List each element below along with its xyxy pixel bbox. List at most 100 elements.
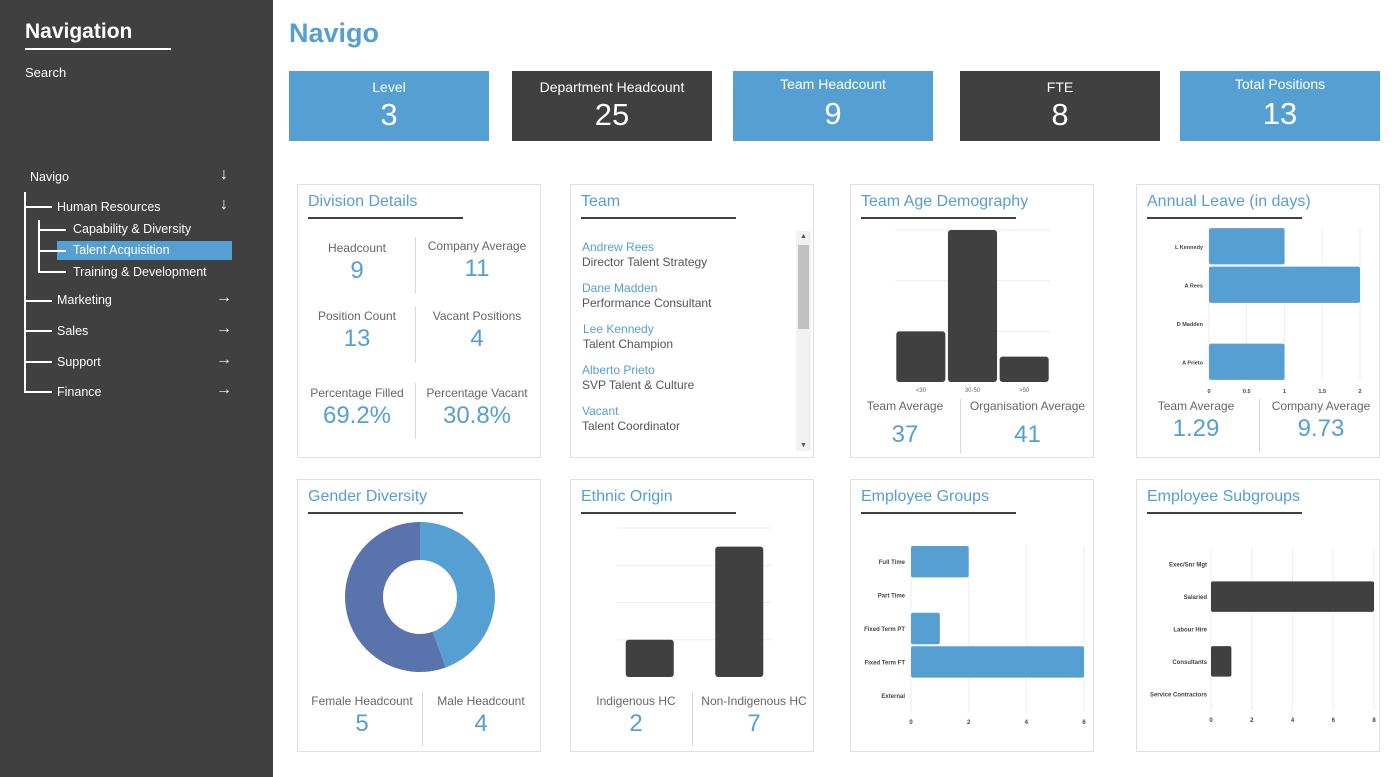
- tree-item-human-resources[interactable]: Human Resources: [57, 200, 161, 214]
- arrow-right-icon[interactable]: →: [216, 381, 232, 398]
- divider: [422, 692, 423, 746]
- tree-line: [38, 220, 40, 272]
- employee-groups-card: Employee Groups 0 2 4 6 Full Time Part Time Fi…: [850, 479, 1094, 752]
- nav-title-underline: [25, 48, 171, 50]
- stat-vacant-positions: Vacant Positions 4: [418, 309, 536, 353]
- kpi-level: Level 3: [289, 71, 489, 141]
- bar: [911, 646, 1084, 678]
- scrollbar[interactable]: ▲ ▼: [796, 231, 811, 451]
- category-label: L Kennedy: [1175, 245, 1204, 251]
- member-name[interactable]: Dane Madden: [582, 281, 658, 295]
- stat-non-indigenous-hc: Non-Indigenous HC 7: [693, 694, 815, 738]
- member-name[interactable]: Andrew Rees: [582, 240, 655, 254]
- stat-label: Organisation Average: [969, 399, 1086, 413]
- stat-company-average: Company Average 9.73: [1262, 399, 1380, 443]
- annual-leave-card: Annual Leave (in days) 0 0.5 1 1.5 2 L Kenned…: [1136, 184, 1380, 458]
- tree-line: [24, 391, 52, 393]
- bar: [947, 230, 998, 382]
- expanded-arrow-icon[interactable]: ↓: [220, 166, 228, 183]
- division-details-card: Division Details Headcount 9 Company Ave…: [297, 184, 541, 458]
- tick-label: 8: [1372, 718, 1376, 724]
- category-label: Salaried: [1184, 595, 1208, 601]
- member-role: Director Talent Strategy: [582, 255, 708, 269]
- tree-item-sales[interactable]: Sales: [57, 324, 89, 338]
- stat-label: Company Average: [1271, 399, 1371, 413]
- title-underline: [1147, 217, 1302, 219]
- tree-line: [24, 300, 52, 302]
- member-name[interactable]: Alberto Prieto: [582, 363, 655, 377]
- card-title: Team: [581, 193, 621, 210]
- list-item: Dane Madden Performance Consultant: [582, 281, 792, 310]
- divider: [692, 692, 693, 746]
- stat-label: Female Headcount: [311, 694, 413, 708]
- tree-item-navigo[interactable]: Navigo: [30, 170, 69, 184]
- scrollbar-thumb[interactable]: [798, 245, 809, 329]
- tree-item-support[interactable]: Support: [57, 355, 101, 369]
- card-title: Division Details: [308, 193, 418, 210]
- stat-position-count: Position Count 13: [298, 309, 416, 353]
- stat-label: Headcount: [327, 241, 387, 255]
- tree-item-marketing[interactable]: Marketing: [57, 293, 112, 307]
- tick-label: <30: [916, 388, 927, 394]
- category-label: Fixed Term FT: [864, 660, 905, 666]
- tick-label: 4: [1025, 720, 1029, 726]
- arrow-right-icon[interactable]: →: [216, 320, 232, 337]
- bar: [1211, 581, 1374, 612]
- donut-slice-male: [420, 522, 495, 668]
- tree-item-talent-acquisition[interactable]: Talent Acquisition: [73, 243, 170, 257]
- member-name[interactable]: Lee Kennedy: [583, 322, 654, 336]
- search-link[interactable]: Search: [25, 65, 67, 80]
- kpi-total-positions: Total Positions 13: [1180, 71, 1380, 141]
- stat-value: 9: [350, 257, 364, 284]
- bar: [911, 612, 940, 645]
- stat-organisation-average: Organisation Average 41: [966, 399, 1089, 449]
- tick-label: 2: [1250, 718, 1254, 724]
- stat-value: 11: [464, 255, 490, 282]
- gender-donut-chart: [345, 522, 495, 672]
- member-role: Performance Consultant: [582, 296, 712, 310]
- tick-label: 0.5: [1243, 389, 1251, 395]
- stat-team-average: Team Average 37: [846, 399, 964, 449]
- sidebar: Navigation Search Navigo ↓ Human Resourc…: [0, 0, 273, 777]
- arrow-right-icon[interactable]: →: [216, 351, 232, 368]
- tick-label: >50: [1019, 388, 1030, 394]
- expanded-arrow-icon[interactable]: ↓: [220, 196, 228, 213]
- tree-item-capability-diversity[interactable]: Capability & Diversity: [73, 222, 192, 236]
- category-label: Part Time: [878, 594, 906, 600]
- member-name[interactable]: Vacant: [582, 404, 619, 418]
- kpi-value: 3: [380, 97, 398, 132]
- team-list: Andrew Rees Director Talent Strategy Dan…: [582, 240, 792, 445]
- stat-value: 4: [474, 710, 488, 737]
- member-role: SVP Talent & Culture: [582, 378, 695, 392]
- arrow-right-icon[interactable]: →: [216, 289, 232, 306]
- kpi-label: FTE: [1046, 79, 1074, 95]
- stat-label: Team Average: [866, 399, 944, 413]
- bar: [1209, 343, 1285, 380]
- card-title: Employee Subgroups: [1147, 488, 1300, 505]
- list-item: Lee Kennedy Talent Champion: [582, 322, 792, 351]
- annual-leave-chart: 0 0.5 1 1.5 2 L Kennedy A Rees D Madden A Prieto: [1175, 227, 1362, 395]
- divider: [1259, 399, 1260, 453]
- kpi-value: 25: [594, 97, 630, 132]
- tree-line: [24, 192, 26, 393]
- kpi-label: Total Positions: [1234, 76, 1326, 92]
- tick-label: 6: [1332, 718, 1336, 724]
- title-underline: [1147, 512, 1302, 514]
- selected-highlight: [57, 241, 232, 260]
- category-label: Service Contractors: [1150, 692, 1208, 698]
- title-underline: [581, 512, 736, 514]
- stat-value: 1.29: [1172, 415, 1220, 442]
- tick-label: 2: [1358, 389, 1361, 395]
- tree-item-training-development[interactable]: Training & Development: [73, 265, 207, 279]
- tree-item-finance[interactable]: Finance: [57, 385, 102, 399]
- category-label: Exec/Snr Mgt: [1169, 563, 1207, 569]
- employee-groups-chart: 0 2 4 6 Full Time Part Time Fixed Term PT Fixed…: [864, 545, 1086, 726]
- stat-headcount: Headcount 9: [298, 241, 416, 285]
- bar: [999, 356, 1049, 382]
- title-underline: [308, 217, 463, 219]
- category-label: Full Time: [879, 560, 906, 566]
- scroll-down-icon[interactable]: ▼: [800, 442, 807, 449]
- scroll-up-icon[interactable]: ▲: [800, 233, 807, 240]
- divider: [415, 307, 416, 363]
- divider: [415, 237, 416, 293]
